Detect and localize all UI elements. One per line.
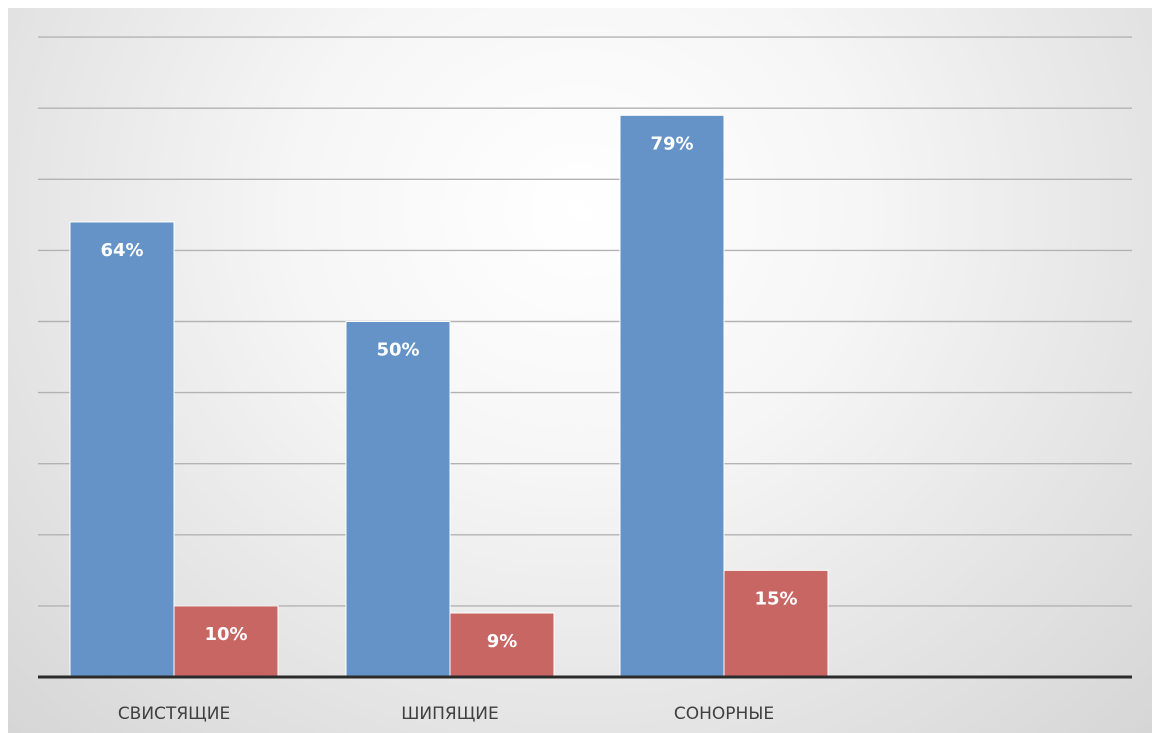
category-label-3: СОНОРНЫЕ <box>674 704 774 724</box>
category-label-1: СВИСТЯЩИЕ <box>118 704 230 724</box>
data-label-2-2: 9% <box>487 631 518 652</box>
data-label-2-3: 15% <box>754 588 797 609</box>
category-label-2: ШИПЯЩИЕ <box>401 704 499 724</box>
data-label-2-1: 10% <box>204 624 247 645</box>
bar-1-2 <box>345 321 451 678</box>
data-label-1-3: 79% <box>650 133 693 154</box>
bar-2-2 <box>449 612 555 678</box>
data-label-1-2: 50% <box>376 340 419 361</box>
data-label-1-1: 64% <box>100 240 143 261</box>
gridlines <box>38 36 1132 607</box>
bar-2-3 <box>723 569 829 678</box>
bar-1-3 <box>619 114 725 678</box>
bar-2-1 <box>173 605 279 678</box>
data-labels: 64% 10% 50% 9% 79% 15% <box>100 133 797 652</box>
bars <box>69 114 829 678</box>
category-labels: СВИСТЯЩИЕ ШИПЯЩИЕ СОНОРНЫЕ <box>118 704 774 724</box>
bar-1-1 <box>69 221 175 678</box>
